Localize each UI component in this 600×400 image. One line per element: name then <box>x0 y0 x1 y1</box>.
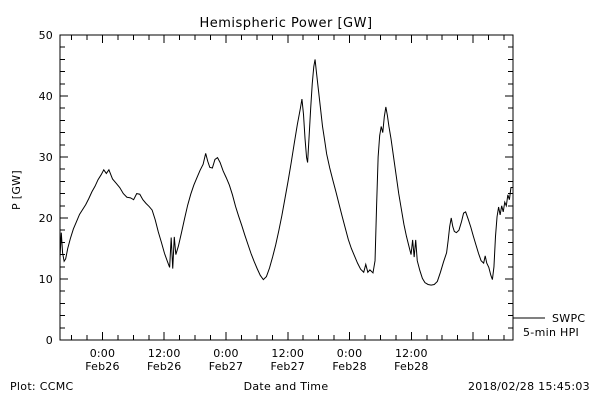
x-tick-label-date: Feb28 <box>332 360 366 373</box>
y-tick-label: 0 <box>46 334 53 347</box>
x-tick-label-time: 12:00 <box>395 347 428 360</box>
y-tick-label: 20 <box>39 212 53 225</box>
legend-label-line1: SWPC <box>552 312 585 325</box>
x-axis-tick-labels: 0:00Feb2612:00Feb260:00Feb2712:00Feb270:… <box>85 347 428 373</box>
data-series-swpc-hpi <box>59 59 513 286</box>
x-axis-ticks <box>71 35 505 340</box>
y-axis-ticks <box>60 34 513 341</box>
x-tick-label-time: 12:00 <box>148 347 181 360</box>
generation-timestamp: 2018/02/28 15:45:03 <box>468 380 590 393</box>
y-axis-tick-labels: 0 10 20 30 40 50 <box>39 29 53 347</box>
y-tick-label: 40 <box>39 90 53 103</box>
x-tick-label-date: Feb28 <box>394 360 428 373</box>
plot-credit: Plot: CCMC <box>10 380 73 393</box>
x-tick-label-time: 0:00 <box>213 347 239 360</box>
y-axis-label: P [GW] <box>10 170 23 210</box>
x-tick-label-time: 12:00 <box>271 347 304 360</box>
y-tick-label: 50 <box>39 29 53 42</box>
y-tick-label: 30 <box>39 151 53 164</box>
x-tick-label-time: 0:00 <box>337 347 363 360</box>
x-tick-label-time: 0:00 <box>90 347 116 360</box>
x-axis-label: Date and Time <box>244 380 329 393</box>
legend: SWPC 5-min HPI <box>513 312 585 339</box>
x-tick-label-date: Feb26 <box>147 360 181 373</box>
x-tick-label-date: Feb27 <box>271 360 305 373</box>
page-title: Hemispheric Power [GW] <box>199 16 372 31</box>
legend-label-line2: 5-min HPI <box>523 326 579 339</box>
x-tick-label-date: Feb27 <box>209 360 243 373</box>
y-tick-label: 10 <box>39 273 53 286</box>
x-tick-label-date: Feb26 <box>85 360 119 373</box>
